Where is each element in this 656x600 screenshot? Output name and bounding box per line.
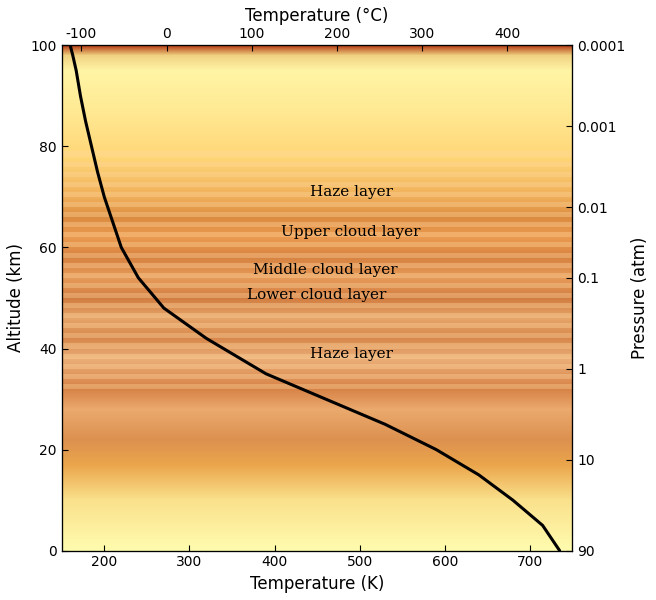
- Bar: [62, 242, 573, 247]
- X-axis label: Temperature (K): Temperature (K): [250, 575, 384, 593]
- Bar: [62, 172, 573, 177]
- Text: Haze layer: Haze layer: [310, 185, 392, 199]
- Bar: [62, 253, 573, 257]
- Bar: [62, 212, 573, 217]
- Bar: [62, 151, 573, 157]
- Bar: [62, 303, 573, 308]
- Bar: [62, 202, 573, 207]
- Bar: [62, 334, 573, 338]
- Bar: [62, 293, 573, 298]
- Bar: [62, 273, 573, 278]
- Bar: [62, 161, 573, 167]
- Text: Upper cloud layer: Upper cloud layer: [281, 226, 421, 239]
- Bar: [62, 283, 573, 288]
- Bar: [62, 364, 573, 369]
- Y-axis label: Altitude (km): Altitude (km): [7, 244, 25, 352]
- Bar: [62, 343, 573, 349]
- Bar: [62, 222, 573, 227]
- Bar: [62, 313, 573, 318]
- Bar: [62, 182, 573, 187]
- Bar: [62, 353, 573, 359]
- Text: Middle cloud layer: Middle cloud layer: [253, 263, 398, 277]
- Text: Lower cloud layer: Lower cloud layer: [247, 289, 387, 302]
- Text: Haze layer: Haze layer: [310, 347, 392, 361]
- X-axis label: Temperature (°C): Temperature (°C): [245, 7, 389, 25]
- Bar: [62, 232, 573, 238]
- Bar: [62, 192, 573, 197]
- Bar: [62, 374, 573, 379]
- Bar: [62, 384, 573, 389]
- Bar: [62, 263, 573, 268]
- Bar: [62, 323, 573, 328]
- Y-axis label: Pressure (atm): Pressure (atm): [631, 237, 649, 359]
